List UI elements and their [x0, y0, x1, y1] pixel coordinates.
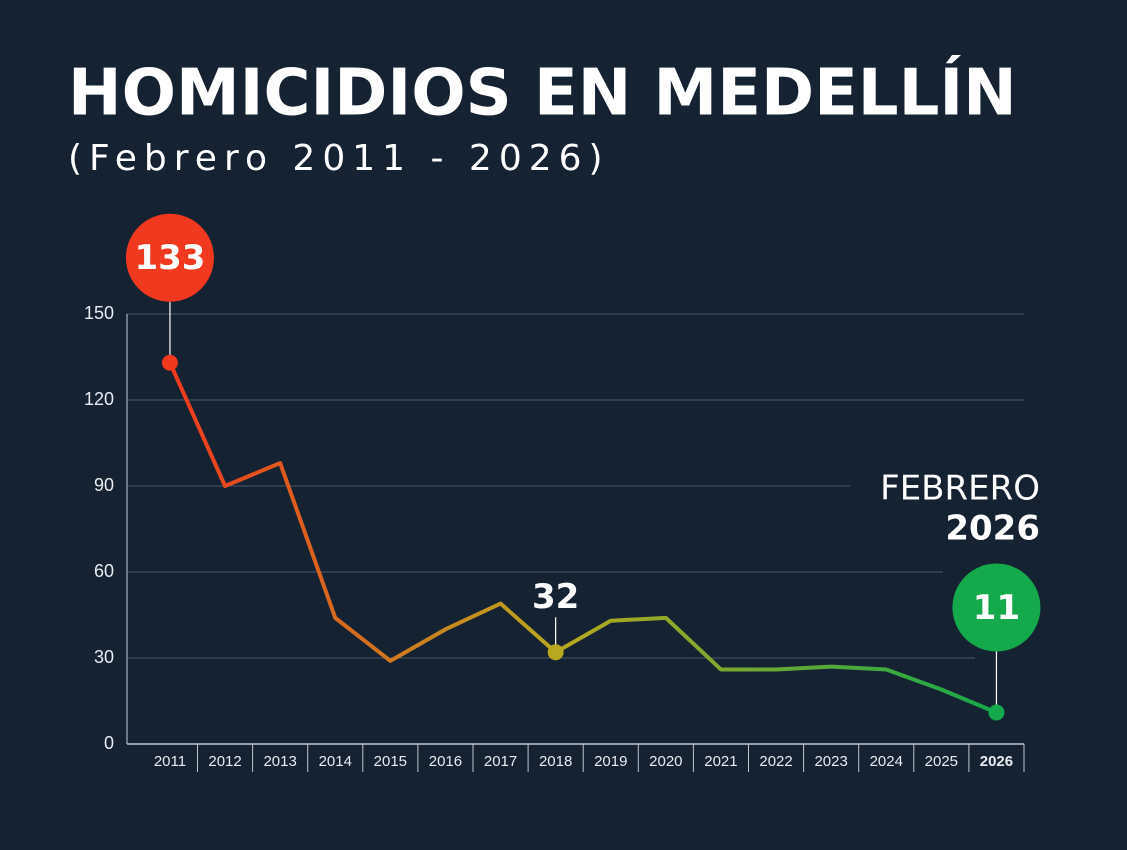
y-tick-label: 60 [94, 561, 114, 581]
label-bubble [125, 213, 214, 302]
x-tick-label: 2014 [319, 753, 352, 770]
chart-title: HOMICIDIOS EN MEDELLÍN [68, 55, 1017, 131]
x-tick-label: 2011 [154, 753, 186, 770]
data-label: 133 [134, 238, 205, 278]
x-tick-label: 2018 [539, 753, 572, 770]
x-tick-label: 2026 [980, 753, 1013, 770]
x-tick-label: 2016 [429, 753, 462, 770]
x-tick-label: 2024 [870, 753, 903, 770]
x-tick-label: 2013 [263, 753, 296, 770]
x-tick-label: 2023 [814, 753, 847, 770]
line [168, 361, 998, 715]
x-tick-label: 2025 [925, 753, 958, 770]
x-tick-label: 2022 [759, 753, 792, 770]
point [547, 644, 564, 661]
x-tick-label: 2017 [484, 753, 517, 770]
y-tick-label: 90 [94, 475, 114, 495]
x-tick-label: 2020 [649, 753, 682, 770]
data-label: 32 [532, 577, 579, 617]
label-bubble [952, 563, 1041, 652]
x-tick-label: 2021 [704, 753, 737, 770]
point [161, 354, 178, 371]
chart-subtitle: (Febrero 2011 - 2026) [68, 138, 610, 179]
x-tick-label: 2015 [374, 753, 407, 770]
x-tick-label: 2012 [208, 753, 241, 770]
point [988, 704, 1005, 721]
y-tick-label: 0 [104, 733, 114, 753]
data-label: 11 [973, 588, 1020, 628]
annotation-month: FEBRERO [880, 469, 1040, 509]
annotation-year: 2026 [945, 509, 1040, 549]
x-tick-label: 2019 [594, 753, 627, 770]
y-tick-label: 120 [84, 389, 114, 409]
y-tick-label: 150 [84, 303, 114, 323]
y-tick-label: 30 [94, 647, 114, 667]
